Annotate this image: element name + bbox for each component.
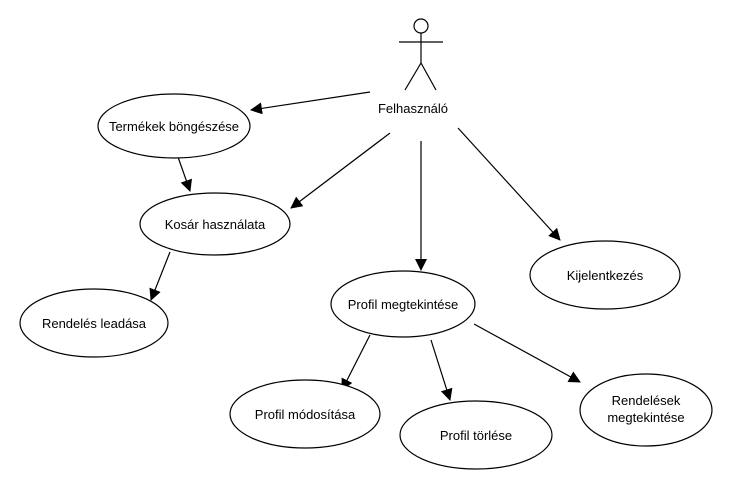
use-case-logout-label: Kijelentkezés xyxy=(567,268,644,283)
use-case-view-orders-label-line2: megtekintése xyxy=(607,410,684,425)
use-case-view-orders-label-line1: Rendelések xyxy=(612,393,681,408)
use-case-browse-products-label: Termékek böngészése xyxy=(109,119,239,134)
use-case-place-order: Rendelés leadása xyxy=(19,288,169,358)
edge-profile-view-orders xyxy=(473,323,581,383)
use-case-place-order-label: Rendelés leadása xyxy=(42,316,147,331)
use-case-browse-products: Termékek böngészése xyxy=(97,93,251,159)
edge-profile-view-delete xyxy=(430,339,453,401)
use-case-cart-label: Kosár használata xyxy=(165,217,266,232)
use-case-cart: Kosár használata xyxy=(139,192,291,256)
edge-browse-cart xyxy=(177,156,192,192)
edge-actor-cart xyxy=(290,132,391,209)
use-case-delete-profile-label: Profil törlése xyxy=(440,428,512,443)
use-case-view-profile: Profil megtekintése xyxy=(330,270,476,338)
use-case-view-orders: Rendelések megtekintése xyxy=(579,373,713,447)
edge-cart-order xyxy=(149,251,171,301)
use-case-logout: Kijelentkezés xyxy=(529,240,681,310)
actor-label: Felhasználó xyxy=(378,101,448,116)
edge-actor-browse xyxy=(250,91,371,115)
use-case-delete-profile: Profil törlése xyxy=(399,400,553,470)
edge-actor-logout xyxy=(457,127,561,241)
use-case-edit-profile-label: Profil módosítása xyxy=(255,407,356,422)
use-case-edit-profile: Profil módosítása xyxy=(229,379,381,449)
actor-stick-figure-icon xyxy=(399,18,443,91)
edge-profile-view-edit xyxy=(341,334,371,391)
use-case-view-profile-label: Profil megtekintése xyxy=(348,297,459,312)
